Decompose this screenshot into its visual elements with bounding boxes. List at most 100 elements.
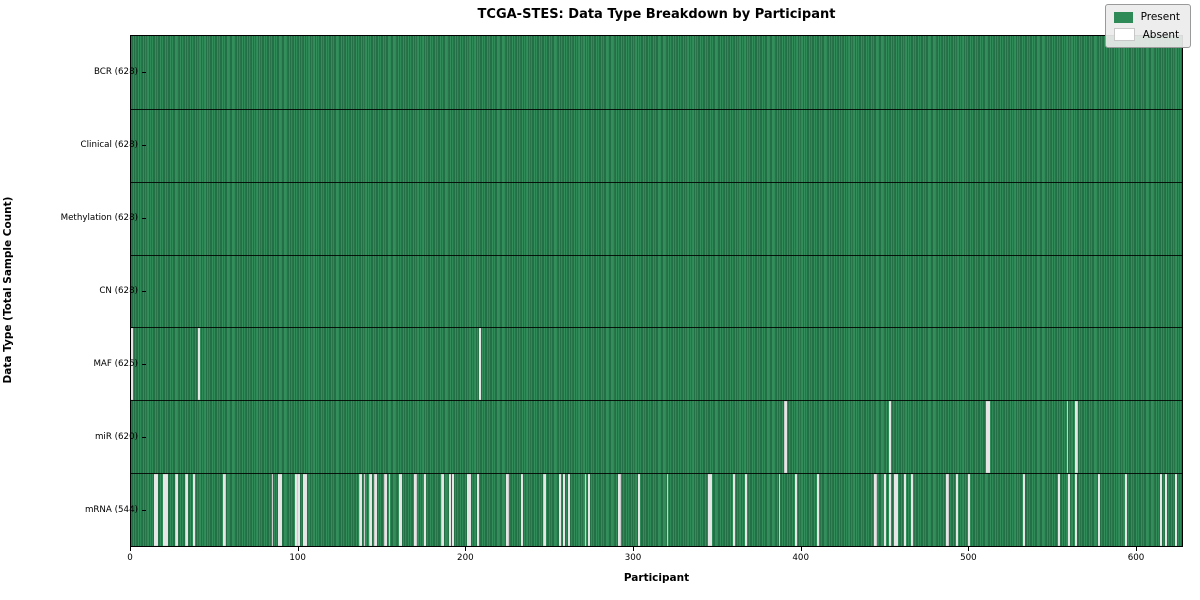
absent-mark xyxy=(542,474,545,546)
absent-mark xyxy=(778,474,781,546)
absent-mark xyxy=(1165,474,1167,546)
absent-mark xyxy=(305,474,307,546)
absent-mark xyxy=(295,474,297,546)
xtick-label-300: 300 xyxy=(624,553,642,563)
xtick-mark xyxy=(968,547,970,551)
absent-mark xyxy=(894,474,896,546)
absent-mark xyxy=(368,474,371,546)
absent-mark xyxy=(423,474,426,546)
chart-title: TCGA-STES: Data Type Breakdown by Partic… xyxy=(477,7,836,22)
ytick-mark xyxy=(142,510,146,512)
ytick-mark xyxy=(142,144,146,146)
legend-label-absent: Absent xyxy=(1142,28,1180,41)
ytick-label-cn: CN (628) xyxy=(99,286,138,296)
absent-mark xyxy=(1125,474,1127,546)
absent-mark xyxy=(1068,474,1070,546)
xtick-label-100: 100 xyxy=(289,553,306,563)
absent-mark xyxy=(1066,401,1069,474)
ytick-label-mir: miR (620) xyxy=(94,432,138,443)
absent-mark xyxy=(559,474,562,546)
absent-mark xyxy=(587,474,590,546)
absent-mark xyxy=(1058,474,1060,546)
xtick-label-400: 400 xyxy=(792,553,809,563)
xtick-mark xyxy=(297,547,299,551)
absent-mark xyxy=(479,328,481,401)
absent-mark xyxy=(223,474,225,546)
x-axis-label: Participant xyxy=(623,572,690,584)
row-cn xyxy=(131,254,1182,328)
xtick-mark xyxy=(130,547,131,551)
absent-mark xyxy=(1023,474,1025,546)
absent-mark xyxy=(895,474,898,546)
xtick-label-600: 600 xyxy=(1127,553,1145,563)
absent-mark xyxy=(507,474,510,546)
ytick-label-methylation: Methylation (628) xyxy=(60,212,138,223)
absent-mark xyxy=(1074,474,1077,546)
absent-mark xyxy=(184,474,187,546)
absent-mark xyxy=(889,401,891,474)
absent-mark xyxy=(442,474,445,546)
absent-mark xyxy=(795,474,798,546)
absent-mark xyxy=(398,474,401,546)
absent-mark xyxy=(884,474,886,546)
legend-item-present: Present xyxy=(1113,11,1180,23)
ytick-mark xyxy=(142,291,146,292)
absent-mark xyxy=(166,474,168,546)
absent-mark xyxy=(400,474,403,546)
absent-mark xyxy=(817,474,819,546)
xtick-label-500: 500 xyxy=(960,553,977,563)
absent-mark xyxy=(154,474,157,546)
absent-mark xyxy=(162,474,165,546)
row-mir xyxy=(131,400,1182,474)
absent-mark xyxy=(785,401,788,474)
xtick-mark xyxy=(800,547,802,551)
absent-mark xyxy=(638,474,640,546)
absent-mark xyxy=(469,474,471,546)
absent-mark xyxy=(192,474,195,546)
plot-area xyxy=(130,35,1183,547)
absent-mark xyxy=(174,474,177,546)
absent-mark xyxy=(298,474,301,546)
absent-mark xyxy=(733,474,736,546)
absent-mark xyxy=(448,474,451,546)
absent-mark xyxy=(385,474,388,546)
absent-mark xyxy=(874,474,876,546)
xtick-label-200: 200 xyxy=(457,553,474,563)
row-maf xyxy=(131,327,1182,401)
xtick-mark xyxy=(465,547,467,551)
absent-mark xyxy=(278,474,281,546)
ytick-label-maf: MAF (625) xyxy=(93,359,138,370)
absent-mark xyxy=(910,474,913,546)
absent-mark xyxy=(303,474,306,546)
absent-mark xyxy=(947,474,950,546)
absent-mark xyxy=(375,474,378,546)
absent-mark xyxy=(708,474,711,546)
present-swatch xyxy=(1113,11,1133,23)
row-clinical xyxy=(131,108,1182,182)
absent-mark xyxy=(1175,474,1178,546)
absent-mark xyxy=(562,474,565,546)
absent-mark xyxy=(358,474,361,546)
absent-mark xyxy=(415,474,418,546)
absent-mark xyxy=(1074,401,1077,474)
absent-mark xyxy=(618,474,620,546)
absent-mark xyxy=(875,474,878,546)
ytick-mark xyxy=(142,437,146,439)
absent-mark xyxy=(520,474,523,546)
absent-mark xyxy=(710,474,712,546)
absent-mark xyxy=(1076,401,1079,474)
absent-mark xyxy=(477,474,480,546)
absent-mark xyxy=(967,474,970,546)
legend-label-present: Present xyxy=(1140,11,1180,23)
ytick-label-clinical: Clinical (628) xyxy=(80,139,138,150)
absent-mark xyxy=(745,474,747,546)
absent-mark xyxy=(666,474,669,546)
absent-mark xyxy=(440,474,443,546)
absent-mark xyxy=(783,401,786,474)
absent-mark xyxy=(383,474,386,546)
xtick-mark xyxy=(633,547,635,551)
absent-mark xyxy=(131,328,133,401)
row-methylation xyxy=(131,181,1182,255)
absent-mark xyxy=(467,474,470,546)
